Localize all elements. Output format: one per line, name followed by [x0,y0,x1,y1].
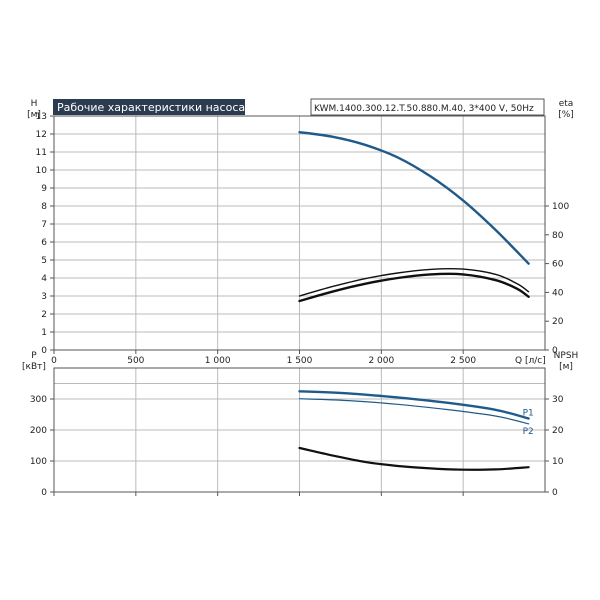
y-right-tick-label: 40 [552,288,564,298]
y-right-tick-label: 0 [552,346,558,356]
x-tick-label: 1 500 [287,356,313,366]
series-line-p1 [298,390,530,420]
y-left-tick-label: 2 [41,310,47,320]
y-left-tick-label: 7 [41,220,47,230]
chart-title-background [53,99,245,115]
x-tick-label: 0 [51,356,57,366]
y-left-tick-label: 10 [36,166,48,176]
y-right-tick-label: 20 [552,317,564,327]
y-left-tick-label: 9 [41,184,47,194]
y-left-tick-label: 0 [41,346,47,356]
series-line-p2 [298,398,530,425]
chart-title: Рабочие характеристики насоса [57,101,245,114]
y-left-tick-label: 12 [36,130,47,140]
grid-layer [54,115,545,492]
y-right-tick-label: 60 [552,260,564,270]
y-left-tick-label: 13 [36,112,47,122]
series-line-head-efficiency-1 [298,267,530,297]
y-right-axis-title: eta [559,99,574,109]
y-left-tick-label: 6 [41,238,47,248]
model-label: KWM.1400.300.12.T.50.880.M.40, 3*400 V, … [314,104,534,114]
y-right-axis-title: [%] [558,110,574,120]
series-label-p2: P2 [523,427,534,437]
y-left-tick-label: 3 [41,292,47,302]
series-line-head-efficiency-2 [298,272,530,303]
y-right-tick-label: 30 [552,395,564,405]
y-right-tick-label: 100 [552,202,569,212]
y-left-tick-label: 8 [41,202,47,212]
y-right-tick-label: 0 [552,488,558,498]
y-right-tick-label: 80 [552,231,564,241]
series-line-head-efficiency-0 [298,131,530,265]
y-left-axis-title: [кВт] [22,362,46,372]
axes-layer [50,115,549,496]
y-left-axis-title: [м] [27,110,41,120]
series-line-power-npsh-2 [298,446,530,471]
y-left-axis-title: P [31,351,37,361]
y-left-tick-label: 100 [30,457,47,467]
y-left-tick-label: 0 [41,488,47,498]
series-label-p1: P1 [523,409,534,419]
x-tick-label: 1 000 [205,356,231,366]
x-tick-label: 500 [127,356,144,366]
y-right-tick-label: 10 [552,457,564,467]
x-axis-title: Q [л/с] [515,356,546,366]
y-left-tick-label: 4 [41,274,47,284]
y-right-axis-title: [м] [559,362,573,372]
y-right-tick-label: 20 [552,426,564,436]
model-label-box [310,98,545,116]
y-left-tick-label: 1 [41,328,47,338]
y-left-tick-label: 5 [41,256,47,266]
y-left-tick-label: 11 [36,148,47,158]
x-tick-label: 2 000 [368,356,394,366]
y-left-tick-label: 300 [30,395,47,405]
x-tick-label: 2 500 [450,356,476,366]
y-left-axis-title: H [31,99,38,109]
y-right-axis-title: NPSH [554,351,579,361]
y-left-tick-label: 200 [30,426,47,436]
series-layer [298,131,530,471]
